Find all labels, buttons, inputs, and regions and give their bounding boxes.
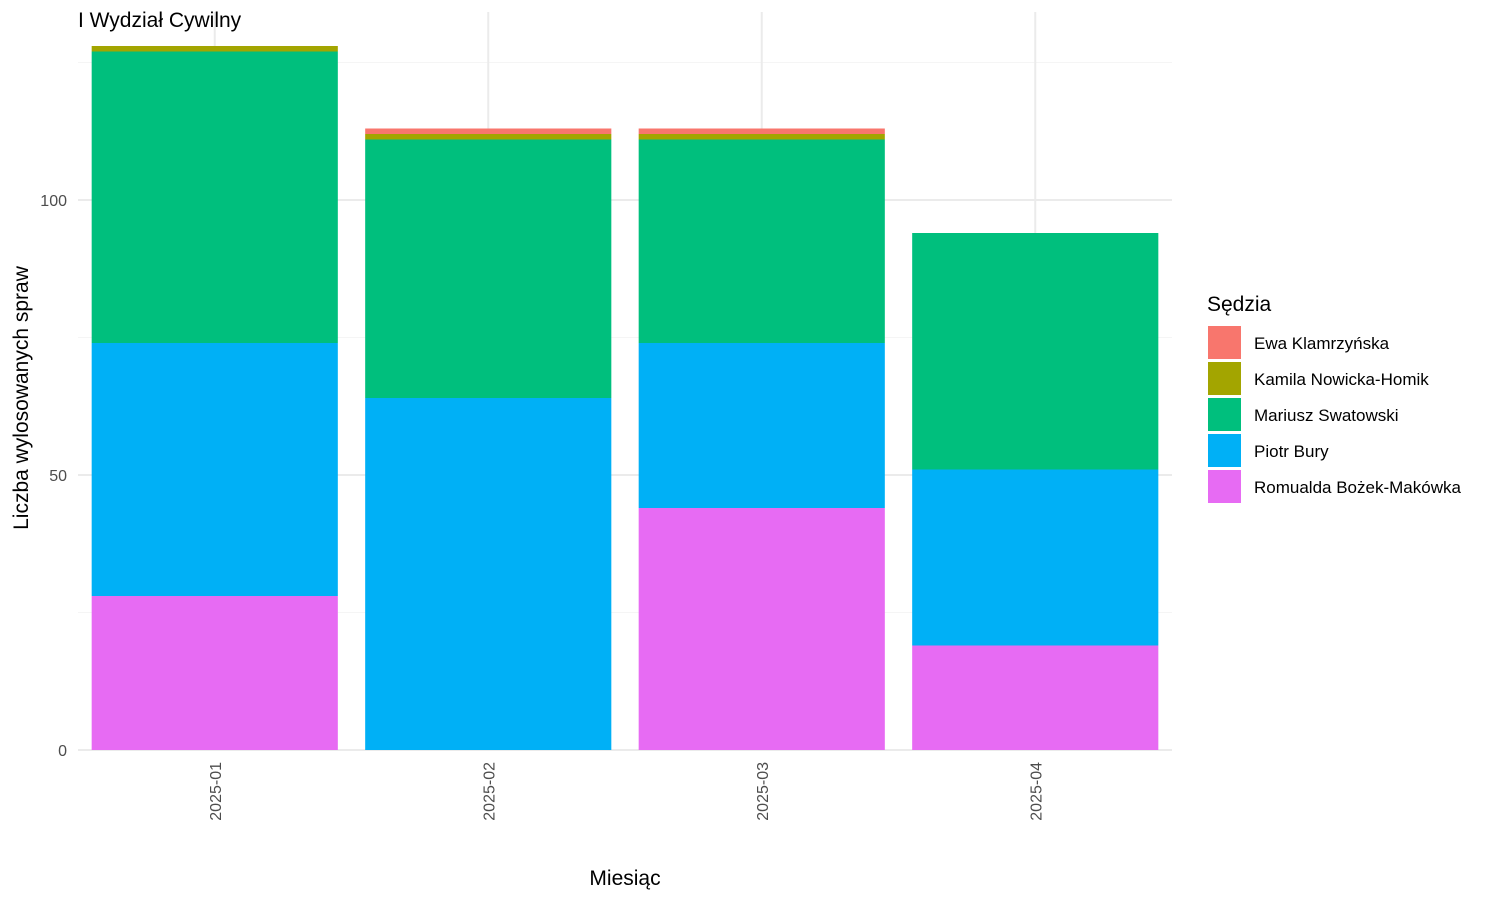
y-tick-label: 50: [49, 468, 67, 485]
bar-segment: [638, 128, 885, 134]
legend-label: Romualda Bożek-Makówka: [1254, 478, 1461, 497]
legend-label: Kamila Nowicka-Homik: [1254, 370, 1429, 389]
legend-title: Sędzia: [1207, 293, 1272, 316]
bar-segment: [638, 134, 885, 140]
legend-swatch: [1208, 398, 1241, 431]
x-axis-title: Miesiąc: [589, 867, 660, 890]
bar-segment: [365, 398, 612, 750]
y-tick-label: 100: [40, 193, 67, 210]
legend-swatch: [1208, 326, 1241, 359]
bar-segment: [365, 134, 612, 140]
legend-swatch: [1208, 470, 1241, 503]
bar-segment: [91, 46, 338, 52]
y-tick-label: 0: [58, 743, 67, 760]
x-axis-ticks: 2025-01 2025-02 2025-03 2025-04: [208, 762, 1046, 821]
chart-title: I Wydział Cywilny: [78, 9, 242, 32]
x-tick-label: 2025-04: [1028, 762, 1045, 821]
legend-swatch: [1208, 434, 1241, 467]
bar-segment: [638, 139, 885, 343]
bar-segment: [91, 343, 338, 596]
legend-label: Ewa Klamrzyńska: [1254, 334, 1390, 353]
bar-segment: [365, 139, 612, 398]
bar-segment: [638, 508, 885, 750]
legend-swatch: [1208, 362, 1241, 395]
x-tick-label: 2025-03: [755, 762, 772, 821]
bar-segment: [365, 128, 612, 134]
bar-segment: [912, 233, 1159, 470]
bar-segment: [912, 469, 1159, 646]
bars: [91, 46, 1159, 750]
bar-segment: [912, 645, 1159, 750]
x-tick-label: 2025-01: [208, 762, 225, 821]
y-axis-title: Liczba wylosowanych spraw: [10, 265, 33, 530]
legend-label: Mariusz Swatowski: [1254, 406, 1399, 425]
x-tick-label: 2025-02: [481, 762, 498, 821]
bar-segment: [638, 343, 885, 508]
bar-segment: [91, 51, 338, 343]
legend: Sędzia Ewa Klamrzyńska Kamila Nowicka-Hom…: [1207, 293, 1461, 503]
legend-label: Piotr Bury: [1254, 442, 1329, 461]
y-axis-ticks: 0 50 100: [40, 193, 67, 760]
bar-segment: [91, 596, 338, 750]
